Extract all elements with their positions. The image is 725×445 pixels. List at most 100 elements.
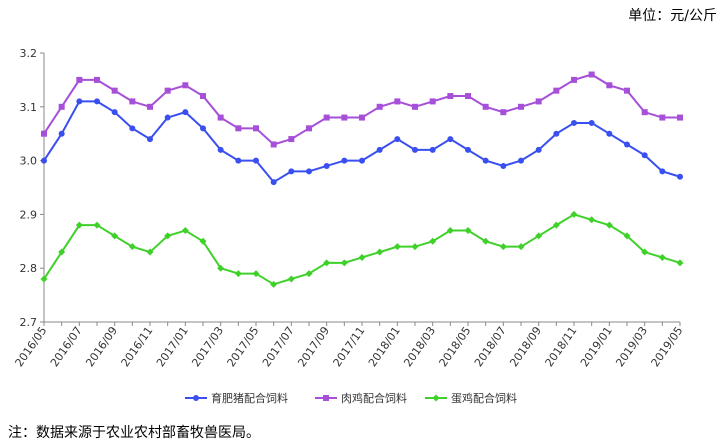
data-point [252,270,260,278]
x-tick-label: 2016/07 [48,324,85,369]
data-point [464,227,472,235]
data-point [58,130,65,137]
data-point [500,162,507,169]
data-point [641,152,648,159]
data-point [323,259,331,267]
data-point [94,98,100,105]
data-point [535,98,542,105]
unit-label: 单位：元/公斤 [628,8,717,24]
legend-item: 肉鸡配合饲料 [315,391,407,405]
data-point [323,162,330,169]
data-point [41,157,47,164]
data-point [359,157,365,164]
data-point [518,103,524,110]
data-point [200,93,206,100]
source-note: 注：数据来源于农业农村部畜牧兽医局。 [8,425,260,441]
data-point [306,125,312,132]
data-point [624,87,630,94]
data-point [164,87,171,94]
data-point [518,157,524,164]
data-point [129,98,136,105]
y-axis-ticks: 2.7 2.8 2.9 3.0 3.1 3.2 [20,47,44,329]
x-tick-label: 2016/09 [83,324,120,369]
y-tick-label: 3.2 [20,47,38,60]
data-point [182,109,189,116]
data-point [623,232,631,240]
data-point [217,146,224,153]
data-point [394,98,401,105]
data-point [253,157,259,164]
data-point [447,93,454,100]
x-tick-label: 2019/05 [649,324,686,369]
legend-label: 肉鸡配合饲料 [341,391,407,405]
data-point [270,179,277,186]
data-point [553,87,560,94]
y-tick-label: 3.0 [20,155,38,168]
x-tick-label: 2018/05 [437,324,474,369]
data-point [41,130,47,137]
data-point [76,98,83,105]
data-point [235,125,242,132]
data-point [111,232,119,240]
data-point [588,71,595,78]
data-point [376,248,384,256]
data-point [517,243,525,251]
chart-axes [43,53,680,323]
data-point [465,93,471,100]
series-1 [41,71,683,148]
data-point [288,168,295,175]
data-point [658,253,666,261]
data-point [571,76,577,83]
data-point [58,248,66,256]
data-point [164,114,171,121]
x-tick-label: 2016/05 [13,324,50,369]
data-point [552,221,560,229]
data-point [588,216,596,224]
data-point [605,221,613,229]
data-point [147,103,153,110]
y-tick-label: 2.9 [20,208,38,221]
data-point [111,109,118,116]
x-tick-label: 2018/03 [401,324,438,369]
data-point [128,243,136,251]
x-tick-label: 2017/01 [154,324,191,369]
data-point [235,157,242,164]
data-point [234,270,242,278]
y-tick-label: 2.7 [20,316,38,329]
data-point [412,146,418,153]
data-point [482,237,490,245]
x-tick-label: 2017/05 [225,324,262,369]
data-point [146,248,154,256]
data-point [111,87,118,94]
legend-marker [323,395,329,401]
data-point [553,130,560,137]
data-point [164,232,172,240]
data-point [217,114,224,121]
x-tick-label: 2018/07 [472,324,509,369]
data-point [606,130,613,137]
data-point [446,227,454,235]
data-point [676,259,684,267]
x-tick-label: 2016/11 [119,324,156,369]
line-chart: 2.7 2.8 2.9 3.0 3.1 3.2 2016/052016/072016/09… [13,47,686,405]
data-point [341,114,348,121]
data-point [341,157,348,164]
data-point [376,103,383,110]
data-point [359,114,365,121]
data-point [659,168,666,175]
data-point [181,227,189,235]
x-tick-label: 2017/07 [260,324,297,369]
data-point [465,146,471,153]
data-point [76,76,83,83]
data-point [200,125,206,132]
data-point [606,82,613,89]
data-point [429,237,437,245]
data-point [429,98,436,105]
y-tick-label: 3.1 [20,101,38,114]
data-point [75,221,83,229]
data-point [499,243,507,251]
data-point [376,146,383,153]
data-point [199,237,207,245]
data-point [641,248,649,256]
